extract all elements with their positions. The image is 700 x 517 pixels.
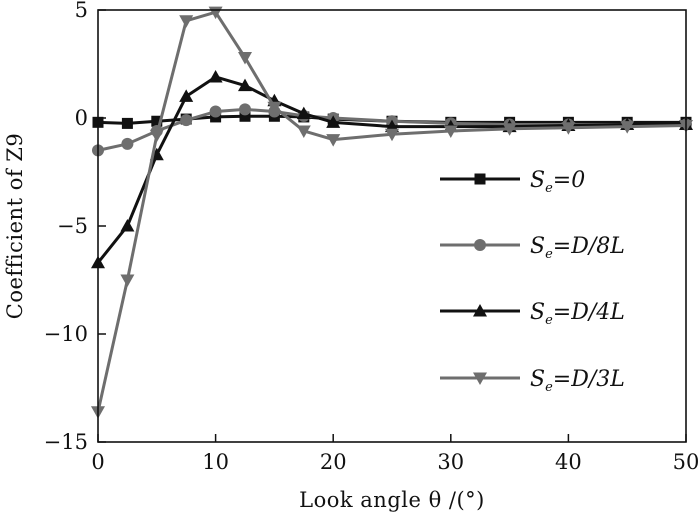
legend-label: Se=0 [530, 168, 585, 196]
data-point [121, 117, 133, 129]
x-tick-label: 30 [437, 450, 464, 474]
data-point [620, 121, 635, 134]
data-point [239, 103, 251, 116]
legend-label-sub: e [545, 181, 553, 196]
legend-label: Se=D/3L [530, 367, 625, 395]
data-point [326, 115, 341, 128]
data-point [179, 15, 194, 28]
legend-label-main: S [530, 300, 545, 325]
data-point [209, 105, 222, 118]
data-point [151, 115, 163, 127]
y-tick-label: 0 [75, 106, 88, 130]
data-point [120, 274, 135, 287]
data-point [502, 123, 517, 136]
series-4 [91, 6, 693, 419]
x-tick-label: 20 [320, 450, 347, 474]
legend-marker [474, 239, 486, 251]
y-tick-label: 5 [75, 0, 88, 22]
legend-marker [473, 304, 487, 317]
data-point [149, 129, 164, 143]
data-point [208, 69, 223, 83]
data-point [267, 101, 282, 115]
data-point [561, 122, 576, 135]
series-layer [91, 6, 693, 419]
legend-label-sub: e [545, 247, 553, 262]
data-point [385, 128, 399, 142]
data-point [179, 89, 194, 102]
data-point [120, 219, 135, 232]
y-axis-title: Coefficient of Z9 [3, 133, 27, 320]
data-point [180, 114, 193, 127]
x-tick-label: 40 [555, 450, 582, 474]
series-line [96, 10, 687, 413]
legend-label: Se=D/8L [530, 234, 625, 262]
legend-label-main: S [530, 168, 545, 193]
legend-item: Se=D/3L [440, 367, 625, 395]
data-point [121, 137, 134, 150]
legend-label: Se=D/4L [530, 300, 625, 328]
x-axis-title: Look angle θ /(°) [299, 488, 485, 512]
x-tick-label: 0 [91, 450, 104, 474]
x-tick-label: 50 [673, 450, 700, 474]
data-point [296, 125, 311, 138]
legend-item: Se=D/8L [440, 234, 625, 262]
y-tick-label: −10 [44, 322, 88, 346]
data-point [238, 78, 252, 92]
data-point [238, 52, 252, 65]
legend-label-main: S [530, 234, 545, 259]
data-point [443, 125, 458, 138]
data-point [296, 106, 311, 120]
legend-label-rest: =D/4L [553, 300, 625, 325]
x-tick-label: 10 [202, 450, 229, 474]
legend-label-sub: e [545, 380, 553, 395]
legend-item: Se=D/4L [440, 300, 625, 328]
legend-label-sub: e [545, 313, 553, 328]
data-point [326, 134, 341, 147]
legend-label-rest: =D/8L [553, 234, 625, 259]
legend-label-main: S [530, 367, 545, 392]
legend-label-rest: =0 [553, 168, 585, 193]
legend-item: Se=0 [440, 168, 585, 196]
legend-marker [473, 372, 487, 385]
legend-marker [474, 173, 486, 185]
data-point [239, 110, 251, 122]
y-tick-label: −5 [57, 214, 88, 238]
y-tick-label: −15 [44, 430, 88, 454]
legend-label-rest: =D/3L [553, 367, 625, 392]
